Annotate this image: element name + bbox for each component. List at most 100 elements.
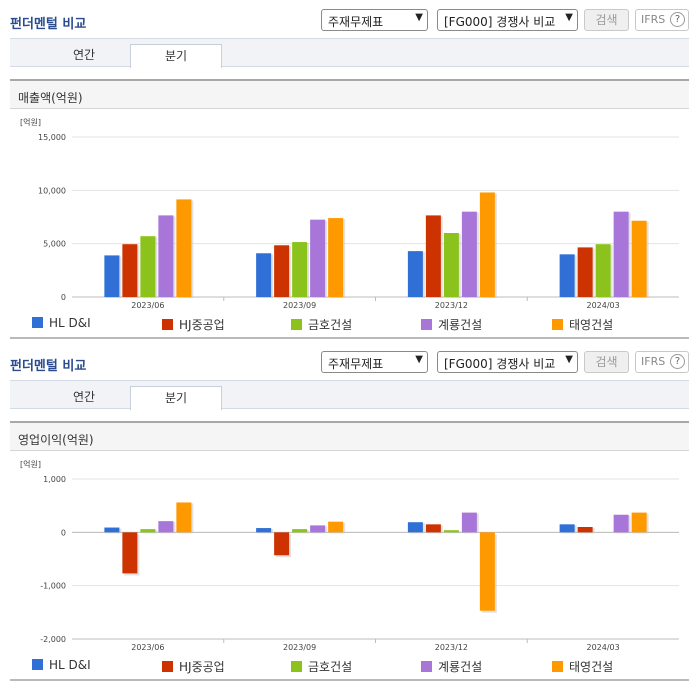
legend-label: HJ중공업 (179, 318, 225, 332)
legend-label: 태영건설 (569, 318, 614, 332)
bar-금호건설-2023-12[interactable] (443, 233, 459, 297)
panel-header: 펀더멘털 비교 주재무제표 ▼ [FG000] 경쟁사 비교 ▼ 검색 IFRS… (0, 0, 696, 38)
legend-label: HL D&I (49, 316, 91, 330)
bar-hj중공업-2023-12[interactable] (425, 524, 441, 533)
bar-금호건설-2023-12[interactable] (443, 530, 459, 533)
legend-label: HJ중공업 (179, 660, 225, 674)
chart-title: 매출액(억원) (10, 79, 689, 109)
y-tick-label: -2,000 (40, 635, 66, 644)
chevron-down-icon: ▼ (415, 12, 423, 23)
bar-hj중공업-2023-06[interactable] (122, 532, 138, 574)
bar-hj중공업-2024-03[interactable] (577, 527, 593, 533)
x-tick-label: 2024/03 (587, 643, 620, 652)
bar-hl-d-i-2024-03[interactable] (559, 254, 575, 297)
x-tick-label: 2023/06 (131, 643, 164, 652)
help-icon: ? (670, 12, 685, 27)
legend-swatch (291, 319, 302, 330)
x-tick-label: 2023/12 (435, 643, 468, 652)
legend-label: HL D&I (49, 658, 91, 672)
bar-태영건설-2024-03[interactable] (631, 512, 647, 533)
legend-item-hl-di[interactable]: HL D&I (32, 658, 91, 672)
bar-계룡건설-2023-06[interactable] (158, 521, 174, 533)
legend-swatch (32, 317, 43, 328)
bar-태영건설-2023-06[interactable] (176, 199, 192, 297)
bar-계룡건설-2023-09[interactable] (310, 525, 326, 533)
legend-swatch (421, 319, 432, 330)
bar-금호건설-2023-09[interactable] (292, 529, 308, 533)
bar-hl-d-i-2023-12[interactable] (407, 522, 423, 533)
bar-계룡건설-2023-09[interactable] (310, 219, 326, 297)
peer-group-select[interactable]: [FG000] 경쟁사 비교 ▼ (437, 9, 578, 31)
legend-item-hl-di[interactable]: HL D&I (32, 316, 91, 330)
bar-hj중공업-2024-03[interactable] (577, 247, 593, 297)
revenue-chart: [억원] 0 5,000 10,000 15,000 2023/06 2023/09 2023… (10, 109, 689, 312)
bar-금호건설-2024-03[interactable] (595, 244, 611, 297)
ifrs-help-button[interactable]: IFRS ? (635, 9, 689, 31)
bar-hj중공업-2023-09[interactable] (274, 245, 290, 297)
bar-hj중공업-2023-06[interactable] (122, 244, 138, 297)
bar-태영건설-2023-12[interactable] (479, 192, 495, 297)
peer-group-value: [FG000] 경쟁사 비교 (444, 357, 556, 371)
bar-계룡건설-2023-06[interactable] (158, 215, 174, 297)
bar-태영건설-2023-09[interactable] (328, 521, 344, 533)
fundamental-panel-revenue: 펀더멘털 비교 주재무제표 ▼ [FG000] 경쟁사 비교 ▼ 검색 IFRS… (0, 0, 696, 339)
statement-type-select[interactable]: 주재무제표 ▼ (321, 351, 428, 373)
bar-금호건설-2023-06[interactable] (140, 236, 156, 297)
x-tick-label: 2023/12 (435, 301, 468, 310)
peer-group-value: [FG000] 경쟁사 비교 (444, 15, 556, 29)
x-tick-label: 2024/03 (587, 301, 620, 310)
search-button[interactable]: 검색 (584, 351, 629, 373)
revenue-bar-chart: [억원] 0 5,000 10,000 15,000 2023/06 2023/09 2023… (20, 117, 679, 310)
legend-item-hj[interactable]: HJ중공업 (162, 658, 225, 675)
period-tabs: 연간 분기 (10, 380, 689, 410)
bar-hl-d-i-2023-06[interactable] (104, 527, 120, 533)
unit-label: [억원] (20, 117, 41, 127)
panel-divider (10, 337, 689, 339)
search-button[interactable]: 검색 (584, 9, 629, 31)
bar-태영건설-2024-03[interactable] (631, 220, 647, 297)
bar-hl-d-i-2023-06[interactable] (104, 255, 120, 297)
bar-태영건설-2023-09[interactable] (328, 218, 344, 297)
bar-계룡건설-2023-12[interactable] (461, 211, 477, 297)
ifrs-help-button[interactable]: IFRS ? (635, 351, 689, 373)
bar-태영건설-2023-06[interactable] (176, 502, 192, 533)
tab-quarterly[interactable]: 분기 (130, 386, 222, 410)
bar-hl-d-i-2023-12[interactable] (407, 251, 423, 297)
legend-item-taeyoung[interactable]: 태영건설 (552, 658, 613, 675)
bar-hj중공업-2023-12[interactable] (425, 215, 441, 297)
bar-계룡건설-2024-03[interactable] (613, 211, 629, 297)
bar-금호건설-2023-06[interactable] (140, 529, 156, 533)
legend-swatch (32, 659, 43, 670)
legend-item-kyeryong[interactable]: 계룡건설 (421, 316, 482, 333)
bar-계룡건설-2023-12[interactable] (461, 512, 477, 533)
legend-item-taeyoung[interactable]: 태영건설 (552, 316, 613, 333)
bar-계룡건설-2024-03[interactable] (613, 514, 629, 533)
y-tick-label: 15,000 (38, 133, 66, 142)
tab-annual[interactable]: 연간 (72, 390, 96, 404)
statement-type-select[interactable]: 주재무제표 ▼ (321, 9, 428, 31)
period-tabs: 연간 분기 (10, 38, 689, 68)
unit-label: [억원] (20, 459, 41, 469)
legend-item-hj[interactable]: HJ중공업 (162, 316, 225, 333)
chart-legend: HL D&I HJ중공업 금호건설 계룡건설 태영건설 (10, 654, 689, 678)
bar-태영건설-2023-12[interactable] (479, 532, 495, 611)
legend-label: 태영건설 (569, 660, 614, 674)
bar-hl-d-i-2023-09[interactable] (256, 253, 272, 297)
y-tick-label: 1,000 (43, 475, 66, 484)
tab-quarterly[interactable]: 분기 (130, 44, 222, 68)
legend-label: 금호건설 (308, 318, 353, 332)
bar-hl-d-i-2023-09[interactable] (256, 528, 272, 533)
bar-hl-d-i-2024-03[interactable] (559, 524, 575, 533)
y-tick-label: 10,000 (38, 186, 66, 195)
legend-item-kumho[interactable]: 금호건설 (291, 658, 352, 675)
peer-group-select[interactable]: [FG000] 경쟁사 비교 ▼ (437, 351, 578, 373)
legend-item-kyeryong[interactable]: 계룡건설 (421, 658, 482, 675)
legend-item-kumho[interactable]: 금호건설 (291, 316, 352, 333)
bar-hj중공업-2023-09[interactable] (274, 532, 290, 556)
legend-swatch (162, 661, 173, 672)
x-tick-label: 2023/06 (131, 301, 164, 310)
panel-title: 펀더멘털 비교 (10, 17, 87, 32)
bar-금호건설-2023-09[interactable] (292, 242, 308, 297)
tab-annual[interactable]: 연간 (72, 48, 96, 62)
legend-label: 계룡건설 (438, 318, 483, 332)
